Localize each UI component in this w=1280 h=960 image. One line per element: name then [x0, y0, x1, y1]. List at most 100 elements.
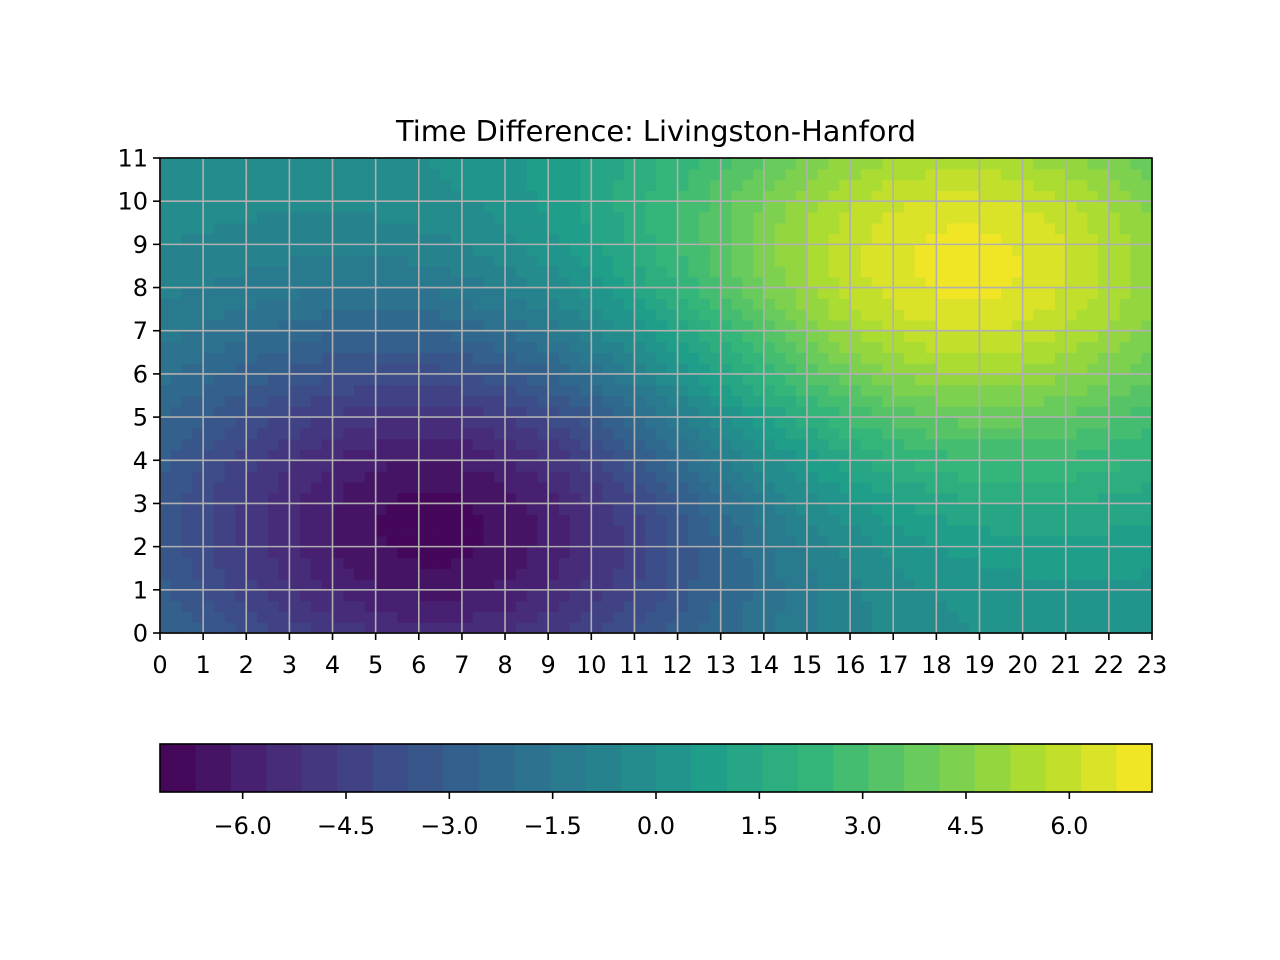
colorbar-tick-label: −6.0 [214, 812, 272, 840]
colorbar-tick-label: 6.0 [1050, 812, 1088, 840]
contour-cell [1108, 471, 1121, 483]
contour-cell [742, 319, 754, 332]
contour-cell [580, 319, 592, 332]
contour-cell [289, 373, 301, 386]
contour-cell [343, 168, 355, 181]
contour-cell [731, 330, 743, 343]
contour-cell [558, 471, 571, 483]
contour-cell [1033, 309, 1045, 321]
contour-cell [375, 622, 388, 634]
contour-cell [914, 514, 927, 526]
contour-cell [1011, 471, 1024, 483]
contour-cell [267, 384, 280, 397]
contour-cell [904, 168, 916, 181]
contour-cell [871, 481, 884, 494]
contour-cell [257, 330, 269, 343]
contour-cell [806, 460, 819, 472]
contour-cell [515, 201, 528, 213]
contour-cell [548, 341, 560, 353]
contour-cell [1044, 395, 1056, 407]
contour-cell [656, 525, 668, 537]
contour-cell [451, 503, 463, 515]
contour-cell [537, 168, 549, 181]
contour-cell [656, 579, 668, 591]
contour-cell [386, 481, 398, 494]
contour-cell [224, 611, 237, 623]
contour-cell [602, 255, 614, 267]
contour-cell [321, 600, 334, 613]
contour-cell [1022, 438, 1034, 451]
contour-cell [1022, 503, 1034, 515]
contour-cell [1001, 546, 1013, 559]
contour-cell [817, 255, 830, 267]
colorbar-segment [797, 744, 834, 792]
contour-cell [364, 298, 377, 310]
contour-cell [645, 514, 657, 526]
contour-cell [203, 481, 215, 494]
contour-cell [828, 265, 840, 278]
contour-cell [623, 395, 636, 407]
contour-cell [677, 417, 689, 429]
contour-cell [828, 514, 840, 526]
contour-cell [181, 503, 193, 515]
contour-cell [558, 298, 571, 310]
contour-cell [753, 514, 765, 526]
contour-cell [461, 201, 474, 213]
contour-cell [1130, 481, 1142, 494]
contour-cell [472, 557, 485, 569]
contour-cell [677, 298, 689, 310]
contour-cell [936, 449, 948, 461]
contour-cell [634, 611, 646, 623]
contour-cell [343, 557, 355, 569]
contour-cell [505, 471, 517, 483]
contour-cell [656, 276, 668, 289]
contour-cell [580, 417, 592, 429]
contour-cell [753, 373, 765, 386]
contour-cell [300, 341, 312, 353]
contour-cell [1130, 503, 1142, 515]
contour-cell [882, 341, 894, 353]
contour-cell [1087, 265, 1099, 278]
contour-cell [979, 179, 991, 191]
contour-cell [591, 406, 603, 418]
contour-cell [569, 341, 582, 353]
contour-cell [850, 622, 862, 634]
contour-cell [666, 427, 679, 440]
contour-cell [882, 611, 894, 623]
contour-cell [494, 287, 506, 299]
contour-cell [666, 514, 679, 526]
contour-cell [731, 255, 743, 267]
contour-cell [213, 525, 226, 537]
contour-cell [936, 244, 948, 256]
contour-cell [580, 600, 592, 613]
contour-cell [936, 363, 948, 375]
contour-cell [235, 492, 247, 505]
contour-cell [1108, 600, 1121, 613]
contour-cell [1033, 557, 1045, 569]
contour-cell [1001, 287, 1013, 299]
contour-cell [213, 557, 226, 569]
contour-cell [203, 319, 215, 332]
contour-cell [235, 460, 247, 472]
contour-cell [763, 460, 776, 472]
contour-cell [623, 158, 636, 170]
contour-cell [300, 158, 312, 170]
contour-cell [246, 309, 258, 321]
contour-cell [645, 244, 657, 256]
contour-cell [494, 579, 506, 591]
contour-cell [1054, 417, 1067, 429]
contour-cell [580, 158, 592, 170]
contour-cell [537, 222, 549, 235]
contour-cell [591, 503, 603, 515]
contour-cell [860, 319, 873, 332]
contour-cell [386, 309, 398, 321]
contour-cell [386, 568, 398, 580]
contour-cell [548, 471, 560, 483]
contour-cell [192, 276, 204, 289]
contour-cell [580, 190, 592, 202]
contour-cell [1098, 427, 1110, 440]
contour-cell [1065, 395, 1078, 407]
y-tick-label: 11 [117, 145, 148, 173]
contour-cell [548, 276, 560, 289]
contour-cell [904, 417, 916, 429]
